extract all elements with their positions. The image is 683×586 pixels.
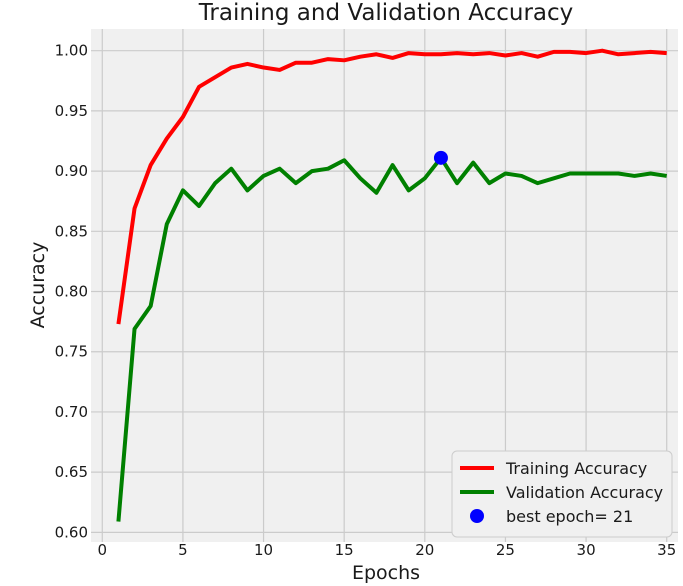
x-tick-label: 15: [335, 541, 354, 559]
x-tick-label: 30: [577, 541, 596, 559]
y-tick-label: 0.85: [55, 222, 88, 240]
legend: Training Accuracy Validation Accuracy be…: [451, 450, 673, 538]
y-tick-label: 0.60: [55, 523, 88, 541]
x-axis-ticks: 0 5 10 15 20 25 30 35: [98, 541, 677, 559]
y-tick-label: 0.70: [55, 403, 88, 421]
x-axis-label: Epochs: [352, 562, 420, 584]
legend-label-training: Training Accuracy: [505, 459, 647, 478]
y-tick-label: 0.80: [55, 283, 88, 301]
y-tick-label: 0.65: [55, 463, 88, 481]
y-tick-label: 1.00: [55, 42, 88, 60]
series-line-validation-accuracy: [116, 155, 668, 522]
legend-label-validation: Validation Accuracy: [506, 483, 663, 502]
legend-label-best-epoch: best epoch= 21: [506, 507, 633, 526]
y-axis-label: Accuracy: [27, 242, 49, 329]
legend-swatch-best-epoch: [470, 509, 484, 523]
best-epoch-marker: [433, 150, 448, 165]
y-tick-label: 0.75: [55, 343, 88, 361]
x-tick-label: 25: [496, 541, 515, 559]
x-tick-label: 10: [254, 541, 273, 559]
y-tick-label: 0.95: [55, 102, 88, 120]
x-tick-label: 0: [98, 541, 108, 559]
y-tick-label: 0.90: [55, 162, 88, 180]
x-tick-label: 35: [657, 541, 676, 559]
y-axis-ticks: 0.60 0.65 0.70 0.75 0.80 0.85 0.90 0.95 1.00: [55, 42, 88, 542]
x-tick-label: 5: [178, 541, 188, 559]
series-layer: [116, 48, 668, 522]
legend-box: [451, 450, 673, 538]
chart-title: Training and Validation Accuracy: [198, 0, 574, 26]
series-line-training-accuracy: [116, 48, 667, 325]
x-tick-label: 20: [415, 541, 434, 559]
